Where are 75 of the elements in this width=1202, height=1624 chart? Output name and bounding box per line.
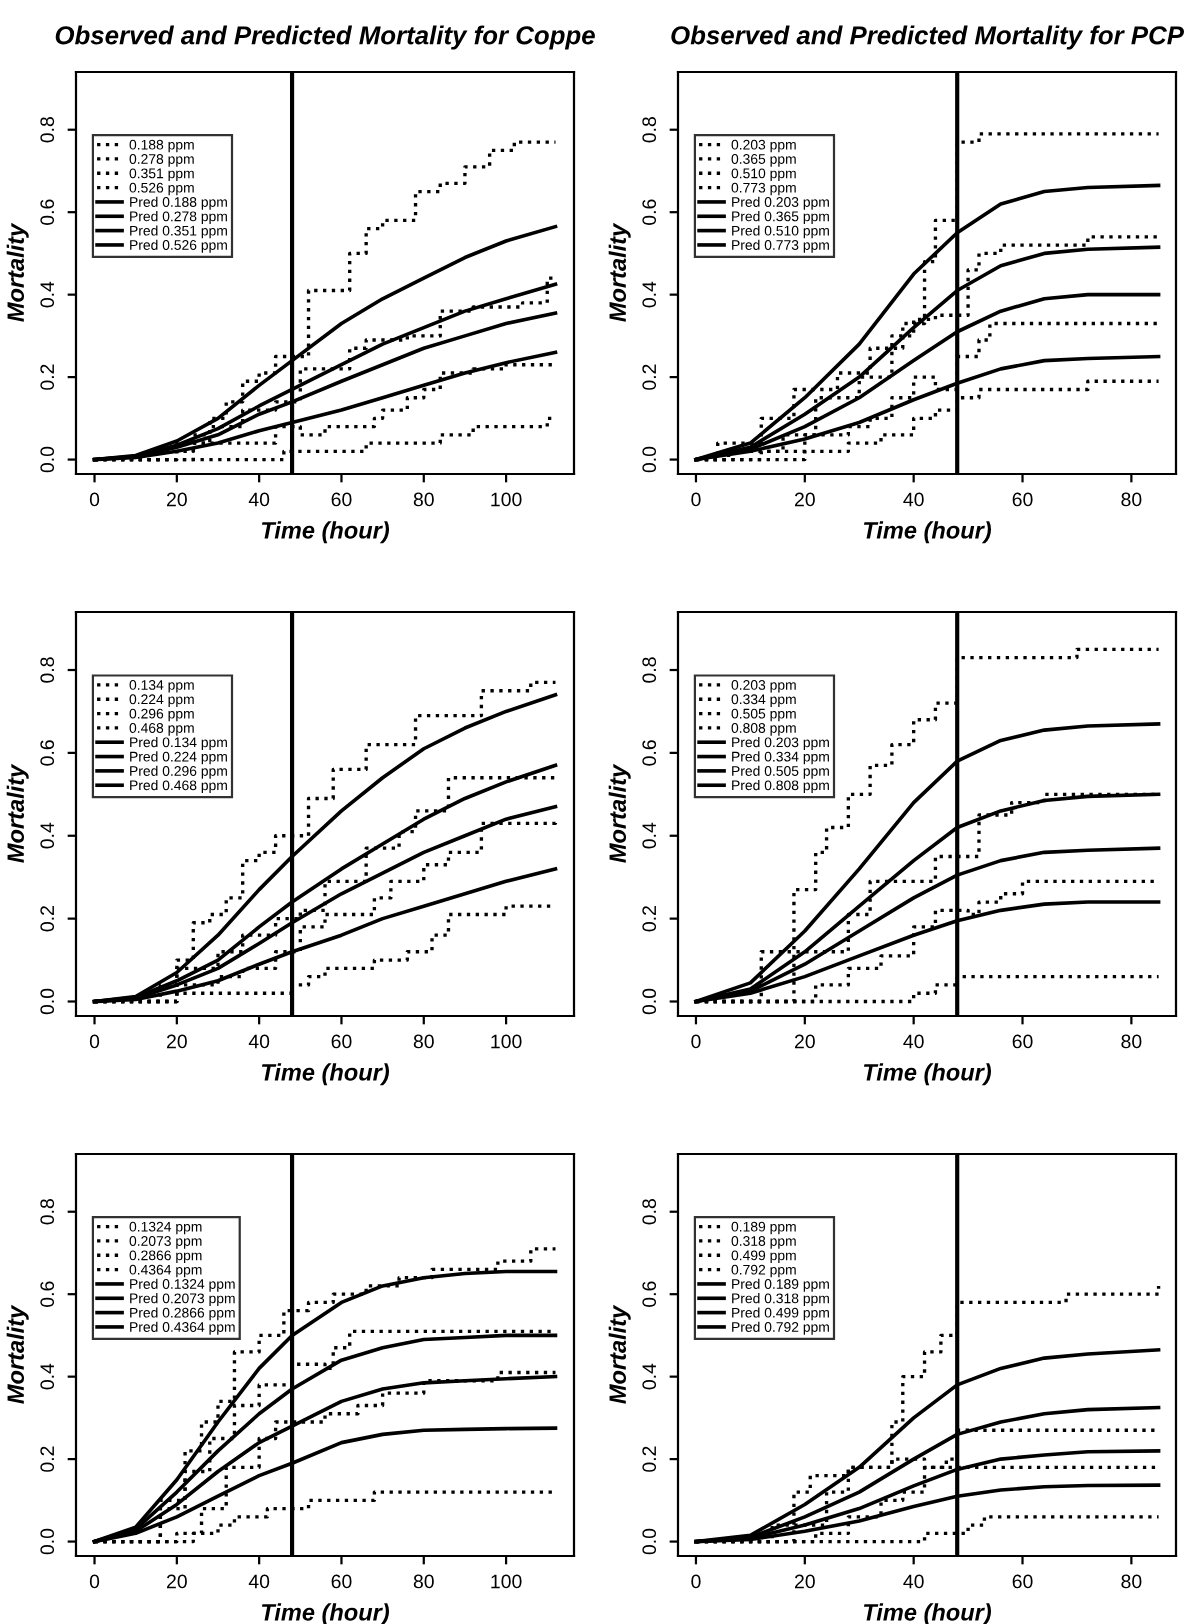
x-tick-label: 20 bbox=[167, 1034, 187, 1049]
y-tick-label: 0.2 bbox=[40, 906, 55, 932]
x-axis-title: Time (hour) bbox=[863, 521, 992, 544]
x-tick-label: 20 bbox=[167, 1574, 187, 1589]
x-tick-label: 0 bbox=[691, 492, 701, 507]
x-tick-label: 80 bbox=[1121, 492, 1142, 507]
x-tick-label: 0 bbox=[89, 1574, 100, 1589]
y-tick-label: 0.8 bbox=[642, 657, 657, 683]
y-tick-label: 0.2 bbox=[642, 1446, 657, 1472]
y-tick-label: 0.8 bbox=[642, 117, 657, 143]
x-tick-label: 80 bbox=[413, 492, 434, 507]
y-tick-label: 0.4 bbox=[642, 281, 657, 308]
y-tick-label: 0.0 bbox=[642, 988, 657, 1015]
y-axis-title: Mortality bbox=[608, 1304, 631, 1404]
x-tick-label: 20 bbox=[167, 492, 187, 507]
y-tick-label: 0.2 bbox=[40, 364, 55, 390]
y-tick-label: 0.8 bbox=[642, 1199, 657, 1225]
x-tick-label: 40 bbox=[248, 1034, 270, 1049]
x-axis-title: Time (hour) bbox=[261, 521, 390, 544]
x-tick-label: 40 bbox=[248, 492, 270, 507]
x-tick-label: 60 bbox=[331, 1574, 352, 1589]
y-tick-label: 0.0 bbox=[642, 446, 657, 473]
y-axis-title: Mortality bbox=[608, 222, 631, 322]
y-tick-label: 0.6 bbox=[642, 740, 657, 766]
x-tick-label: 60 bbox=[1012, 492, 1033, 507]
x-tick-label: 40 bbox=[248, 1574, 270, 1589]
chart-title: Observed and Predicted Mortality for Coppe bbox=[55, 25, 595, 50]
x-tick-label: 100 bbox=[491, 1574, 522, 1589]
y-axis-title: Mortality bbox=[6, 763, 29, 863]
x-tick-label: 60 bbox=[331, 1034, 352, 1049]
y-tick-label: 0.8 bbox=[40, 1199, 55, 1225]
x-tick-label: 20 bbox=[794, 492, 815, 507]
x-tick-label: 80 bbox=[1121, 1034, 1142, 1049]
x-tick-label: 0 bbox=[691, 1034, 701, 1049]
x-tick-label: 40 bbox=[903, 492, 924, 507]
y-tick-label: 0.2 bbox=[642, 364, 657, 390]
y-tick-label: 0.6 bbox=[40, 1281, 55, 1307]
y-tick-label: 0.4 bbox=[40, 1363, 55, 1390]
x-tick-label: 20 bbox=[794, 1574, 815, 1589]
x-tick-label: 40 bbox=[903, 1574, 924, 1589]
x-tick-label: 60 bbox=[331, 492, 352, 507]
x-tick-label: 100 bbox=[491, 492, 522, 507]
y-tick-label: 0.6 bbox=[40, 199, 55, 225]
x-tick-label: 0 bbox=[89, 492, 100, 507]
y-tick-label: 0.4 bbox=[642, 822, 657, 849]
x-tick-label: 80 bbox=[1121, 1574, 1142, 1589]
x-tick-label: 60 bbox=[1012, 1034, 1033, 1049]
x-tick-label: 0 bbox=[89, 1034, 100, 1049]
x-tick-label: 0 bbox=[691, 1574, 701, 1589]
x-tick-label: 80 bbox=[413, 1034, 434, 1049]
y-tick-label: 0.2 bbox=[642, 906, 657, 932]
y-tick-label: 0.8 bbox=[40, 657, 55, 683]
y-tick-label: 0.0 bbox=[40, 1528, 55, 1555]
x-axis-title: Time (hour) bbox=[261, 1063, 390, 1086]
y-tick-label: 0.6 bbox=[642, 199, 657, 225]
y-tick-label: 0.6 bbox=[642, 1281, 657, 1307]
x-tick-label: 40 bbox=[903, 1034, 924, 1049]
x-tick-label: 60 bbox=[1012, 1574, 1033, 1589]
y-tick-label: 0.0 bbox=[642, 1528, 657, 1555]
y-axis-title: Mortality bbox=[6, 1304, 29, 1404]
y-tick-label: 0.6 bbox=[40, 740, 55, 766]
y-tick-label: 0.8 bbox=[40, 117, 55, 143]
y-tick-label: 0.2 bbox=[40, 1446, 55, 1472]
y-tick-label: 0.0 bbox=[40, 988, 55, 1015]
y-tick-label: 0.4 bbox=[642, 1363, 657, 1390]
y-tick-label: 0.0 bbox=[40, 446, 55, 473]
x-tick-label: 100 bbox=[491, 1034, 522, 1049]
y-axis-title: Mortality bbox=[608, 763, 631, 863]
x-tick-label: 20 bbox=[794, 1034, 815, 1049]
y-axis-title: Mortality bbox=[6, 222, 29, 322]
x-tick-label: 80 bbox=[413, 1574, 434, 1589]
x-axis-title: Time (hour) bbox=[863, 1063, 992, 1086]
chart-title: Observed and Predicted Mortality for PCP bbox=[671, 25, 1185, 50]
y-tick-label: 0.4 bbox=[40, 822, 55, 849]
y-tick-label: 0.4 bbox=[40, 281, 55, 308]
